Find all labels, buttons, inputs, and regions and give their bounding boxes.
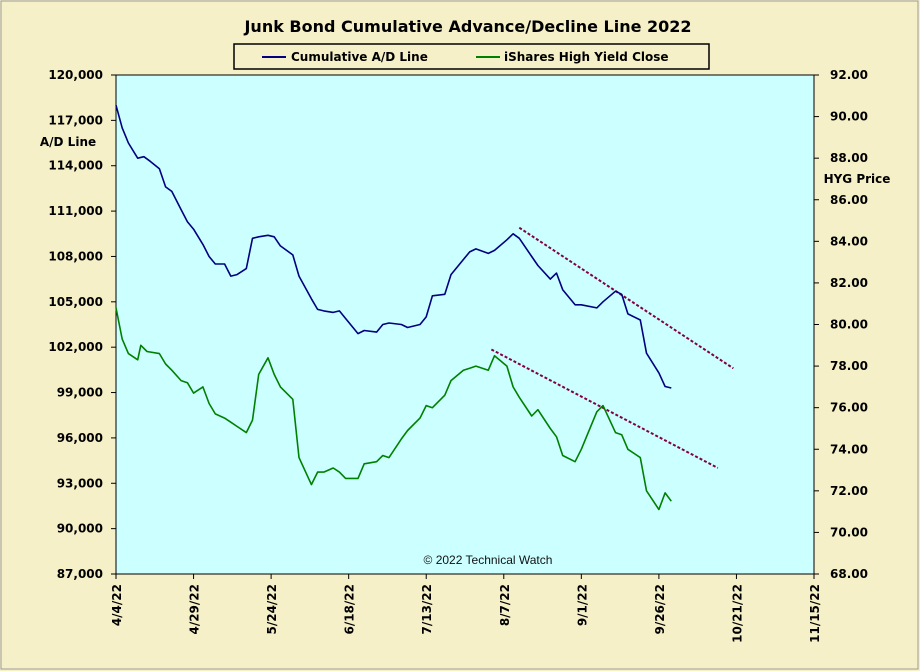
y-right-tick-label: 86.00 (830, 193, 868, 207)
x-tick-label: 8/7/22 (498, 584, 512, 626)
y-left-tick-label: 99,000 (57, 386, 103, 400)
x-tick-label: 9/26/22 (653, 584, 667, 635)
y-axis-right-label: HYG Price (824, 172, 891, 186)
chart-title: Junk Bond Cumulative Advance/Decline Lin… (243, 17, 691, 36)
y-left-tick-label: 120,000 (48, 68, 103, 82)
y-right-tick-label: 72.00 (830, 484, 868, 498)
y-left-tick-label: 111,000 (48, 204, 103, 218)
legend-label-hyg: iShares High Yield Close (504, 50, 669, 64)
y-right-tick-label: 68.00 (830, 567, 868, 581)
y-axis-right: 92.00 90.00 88.00 86.00 84.00 82.00 80.00 78.00… (814, 68, 868, 581)
series-line-hyg (115, 307, 672, 511)
y-right-tick-label: 70.00 (830, 525, 868, 539)
y-right-tick-label: 78.00 (830, 359, 868, 373)
y-right-tick-label: 84.00 (830, 234, 868, 248)
y-left-tick-label: 87,000 (57, 567, 103, 581)
y-left-tick-label: 108,000 (48, 249, 103, 263)
y-right-tick-label: 80.00 (830, 318, 868, 332)
x-tick-label: 4/29/22 (188, 584, 202, 635)
y-right-tick-label: 76.00 (830, 401, 868, 415)
legend-box (233, 43, 710, 70)
x-tick-label: 11/15/22 (808, 584, 822, 643)
x-tick-label: 5/24/22 (265, 584, 279, 635)
x-tick-label: 9/1/22 (575, 584, 589, 626)
trendline-ad-line (518, 226, 734, 370)
x-tick-label: 10/21/22 (730, 584, 744, 643)
y-right-tick-label: 92.00 (830, 68, 868, 82)
y-right-tick-label: 74.00 (830, 442, 868, 456)
y-right-tick-label: 88.00 (830, 151, 868, 165)
series-line-ad-line (115, 104, 672, 389)
x-axis: 4/4/22 4/29/22 5/24/22 6/18/22 7/13/22 8/7/22… (110, 574, 822, 643)
watermark: © 2022 Technical Watch (424, 553, 553, 567)
y-right-tick-label: 82.00 (830, 276, 868, 290)
y-left-tick-label: 93,000 (57, 476, 103, 490)
plot-area (115, 74, 815, 575)
legend-label-ad-line: Cumulative A/D Line (291, 50, 428, 64)
y-left-tick-label: 114,000 (48, 159, 103, 173)
y-axis-left: 120,000 117,000 114,000 111,000 108,000 105,0… (48, 68, 116, 581)
y-left-tick-label: 102,000 (48, 340, 103, 354)
legend: Cumulative A/D Line iShares High Yield C… (233, 43, 710, 70)
series-lines (115, 104, 672, 511)
y-right-tick-label: 90.00 (830, 110, 868, 124)
y-left-tick-label: 117,000 (48, 113, 103, 127)
y-axis-left-label: A/D Line (40, 135, 96, 149)
y-left-tick-label: 105,000 (48, 295, 103, 309)
x-tick-label: 7/13/22 (420, 584, 434, 635)
y-left-tick-label: 96,000 (57, 431, 103, 445)
x-tick-label: 6/18/22 (343, 584, 357, 635)
x-tick-label: 4/4/22 (110, 584, 124, 626)
y-left-tick-label: 90,000 (57, 522, 103, 536)
